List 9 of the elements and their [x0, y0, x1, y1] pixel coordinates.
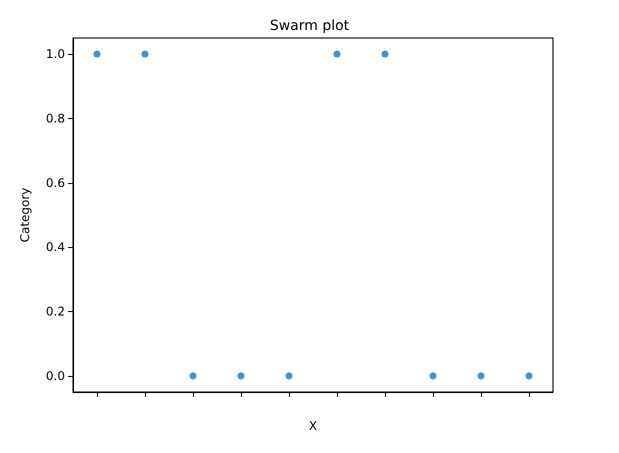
- y-tick-label: 0.4: [46, 240, 65, 254]
- y-tick-label: 1.0: [46, 47, 65, 62]
- y-tick-label: 0.0: [46, 368, 65, 383]
- y-tick-label: 0.6: [46, 176, 65, 190]
- y-axis-title: Category: [18, 188, 32, 242]
- y-tick-label: 0.2: [46, 304, 65, 319]
- x-axis-title: X: [308, 419, 318, 433]
- y-tick-label: 0.8: [46, 111, 65, 126]
- chart-title: Swarm plot: [270, 18, 350, 34]
